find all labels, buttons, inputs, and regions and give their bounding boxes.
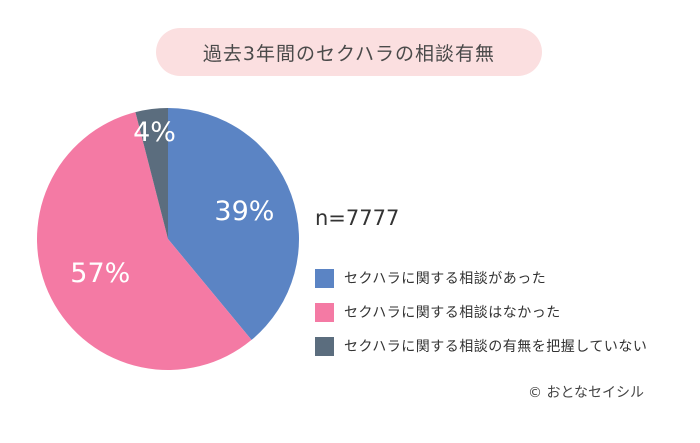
legend-item: セクハラに関する相談の有無を把握していない [315,329,647,363]
chart-title: 過去3年間のセクハラの相談有無 [156,28,542,76]
legend-swatch-1 [315,302,334,322]
slice-label: 57% [70,258,130,289]
sample-size-label: n=7777 [315,206,400,230]
credit-text: © おとなセイシル [528,385,645,401]
legend-item: セクハラに関する相談があった [315,261,647,295]
legend-swatch-0 [315,268,334,288]
legend: セクハラに関する相談があった セクハラに関する相談はなかった セクハラに関する相… [315,261,647,363]
slice-label: 4% [133,117,176,148]
legend-label: セクハラに関する相談があった [344,271,547,287]
slice-label: 39% [214,196,274,227]
pie-slice [168,108,300,340]
pie-slice [135,108,168,239]
legend-swatch-2 [315,336,334,356]
legend-label: セクハラに関する相談の有無を把握していない [344,339,648,355]
legend-label: セクハラに関する相談はなかった [344,305,561,321]
pie-slice [37,112,252,370]
legend-item: セクハラに関する相談はなかった [315,295,647,329]
